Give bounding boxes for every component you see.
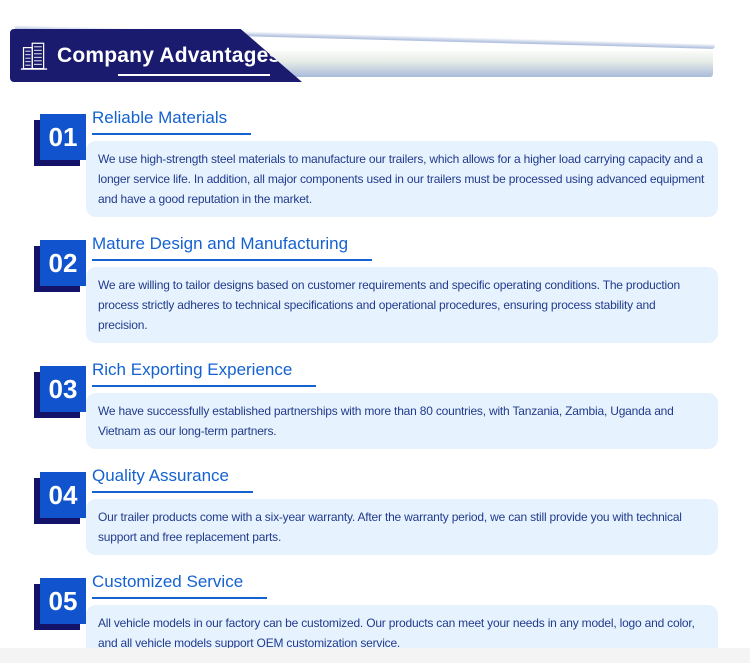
section-title: Company Advantages	[57, 43, 281, 67]
advantage-title: Customized Service	[92, 572, 268, 599]
section-title-underline	[118, 74, 270, 76]
footer-divider-band	[0, 648, 750, 663]
advantage-title: Reliable Materials	[92, 108, 252, 135]
advantage-item-2: 02 Mature Design and Manufacturing We ar…	[40, 234, 718, 343]
section-header-banner: Company Advantages	[10, 29, 302, 82]
advantage-description: We have successfully established partner…	[86, 393, 718, 449]
section-header: Company Advantages	[0, 0, 750, 96]
advantage-title: Quality Assurance	[92, 466, 254, 493]
building-icon	[20, 40, 48, 71]
advantage-item-1: 01 Reliable Materials We use high-streng…	[40, 108, 718, 217]
advantages-list: 01 Reliable Materials We use high-streng…	[0, 96, 750, 661]
advantage-title: Mature Design and Manufacturing	[92, 234, 373, 261]
advantage-description: We use high-strength steel materials to …	[86, 141, 718, 217]
advantage-number-badge: 05	[40, 578, 86, 624]
advantage-description: We are willing to tailor designs based o…	[86, 267, 718, 343]
advantage-number-badge: 01	[40, 114, 86, 160]
advantage-number-badge: 04	[40, 472, 86, 518]
advantage-item-4: 04 Quality Assurance Our trailer product…	[40, 466, 718, 555]
advantage-item-3: 03 Rich Exporting Experience We have suc…	[40, 360, 718, 449]
advantage-number-badge: 02	[40, 240, 86, 286]
advantage-description: Our trailer products come with a six-yea…	[86, 499, 718, 555]
decorative-stripe-thick	[235, 51, 713, 77]
advantage-number-badge: 03	[40, 366, 86, 412]
advantage-title: Rich Exporting Experience	[92, 360, 317, 387]
